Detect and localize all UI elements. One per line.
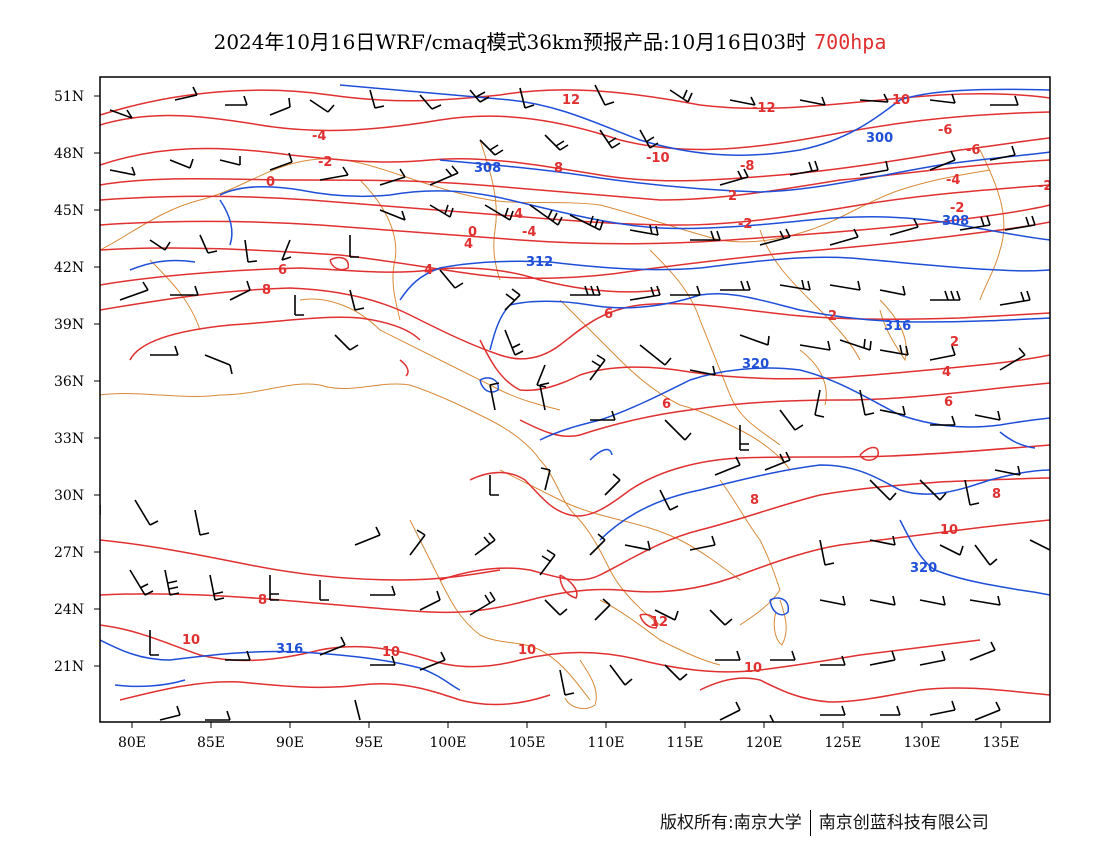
title-text: 2024年10月16日WRF/cmaq模式36km预报产品:10月16日03时 xyxy=(213,30,807,54)
map-frame xyxy=(99,76,1051,723)
lon-tick-labels: 80E 85E 90E 95E 100E 105E 110E 115E 120E… xyxy=(118,735,1020,751)
contour-labels: 12 -12 10 -4 -2 8 -10 -6 0 308 -8 -4 2 -… xyxy=(182,93,1052,676)
height-label: 316 xyxy=(884,319,911,334)
lat-tick-label: 48N xyxy=(54,146,84,162)
lat-tick-label: 51N xyxy=(54,89,84,105)
lat-tick-label: 27N xyxy=(54,545,84,561)
height-label: 308 xyxy=(942,214,969,229)
temperature-label: -10 xyxy=(646,151,670,166)
lat-axis xyxy=(94,95,100,667)
lat-tick-label: 42N xyxy=(54,260,84,276)
temperature-label: 4 xyxy=(514,207,523,222)
temperature-label: 6 xyxy=(278,263,287,278)
temperature-label: -2 xyxy=(318,155,332,170)
temperature-label: 10 xyxy=(518,643,536,658)
lat-tick-label: 21N xyxy=(54,659,84,675)
height-label: 320 xyxy=(742,357,769,372)
footer-credits: 版权所有:南京大学 南京创蓝科技有限公司 xyxy=(660,808,989,836)
temperature-label: 10 xyxy=(940,523,958,538)
lon-tick-label: 105E xyxy=(509,735,546,751)
lon-tick-label: 85E xyxy=(197,735,225,751)
temperature-label: 12 xyxy=(562,93,580,108)
height-label: 308 xyxy=(474,161,501,176)
temperature-label: 10 xyxy=(182,633,200,648)
temperature-label: 2 xyxy=(828,309,837,324)
lon-tick-label: 115E xyxy=(667,735,704,751)
temperature-label: -4 xyxy=(312,129,326,144)
lon-tick-label: 100E xyxy=(430,735,467,751)
map-content: 12 -12 10 -4 -2 8 -10 -6 0 308 -8 -4 2 -… xyxy=(100,84,1052,722)
height-label: 320 xyxy=(910,561,937,576)
chart-title: 2024年10月16日WRF/cmaq模式36km预报产品:10月16日03时 7… xyxy=(0,26,1100,55)
temperature-label: 8 xyxy=(258,593,267,608)
lat-tick-label: 39N xyxy=(54,317,84,333)
temperature-contours xyxy=(100,89,1050,706)
lon-tick-label: 95E xyxy=(355,735,383,751)
temperature-label: 6 xyxy=(662,397,671,412)
lon-tick-label: 120E xyxy=(746,735,783,751)
temperature-label: -2 xyxy=(1038,179,1052,194)
temperature-label: 10 xyxy=(382,645,400,660)
lon-tick-label: 90E xyxy=(276,735,304,751)
temperature-label: 4 xyxy=(424,263,433,278)
lon-tick-label: 110E xyxy=(588,735,625,751)
temperature-label: 8 xyxy=(554,161,563,176)
lat-tick-label: 33N xyxy=(54,431,84,447)
temperature-label: 12 xyxy=(650,615,668,630)
temperature-label: 6 xyxy=(944,395,953,410)
temperature-label: 4 xyxy=(942,365,951,380)
height-contours xyxy=(100,84,1050,691)
temperature-label: 6 xyxy=(604,307,613,322)
temperature-label: 10 xyxy=(892,93,910,108)
temperature-label: -2 xyxy=(950,201,964,216)
lon-tick-label: 135E xyxy=(983,735,1020,751)
lat-tick-label: 45N xyxy=(54,203,84,219)
temperature-label: -4 xyxy=(522,225,536,240)
temperature-label: 8 xyxy=(750,493,759,508)
temperature-label: -2 xyxy=(738,217,752,232)
wind-barbs xyxy=(100,84,1050,722)
lon-tick-label: 80E xyxy=(118,735,146,751)
lat-tick-label: 24N xyxy=(54,602,84,618)
temperature-label: 8 xyxy=(992,487,1001,502)
lon-tick-label: 125E xyxy=(825,735,862,751)
temperature-label: 2 xyxy=(728,189,737,204)
borders-layer xyxy=(100,139,1005,709)
temperature-label: -12 xyxy=(752,101,776,116)
temperature-label: 8 xyxy=(262,283,271,298)
lat-tick-label: 30N xyxy=(54,488,84,504)
height-label: 312 xyxy=(526,255,553,270)
height-label: 300 xyxy=(866,131,893,146)
lat-tick-label: 36N xyxy=(54,374,84,390)
lon-tick-label: 130E xyxy=(904,735,941,751)
height-label: 316 xyxy=(276,642,303,657)
company-name: 南京创蓝科技有限公司 xyxy=(818,813,989,833)
temperature-label: 4 xyxy=(464,237,473,252)
pressure-level-label: 700hpa xyxy=(814,30,887,54)
footer-divider xyxy=(809,810,811,836)
temperature-label: 0 xyxy=(266,175,275,190)
copyright-text: 版权所有:南京大学 xyxy=(660,813,802,833)
lat-tick-labels: 51N 48N 45N 42N 39N 36N 33N 30N 27N 24N … xyxy=(54,89,84,675)
temperature-label: -8 xyxy=(740,159,754,174)
temperature-label: 2 xyxy=(950,335,959,350)
temperature-label: 10 xyxy=(744,661,762,676)
temperature-label: -6 xyxy=(938,123,952,138)
lon-axis xyxy=(131,722,1002,728)
temperature-label: 0 xyxy=(468,225,477,240)
temperature-label: -6 xyxy=(966,143,980,158)
temperature-label: -4 xyxy=(946,173,960,188)
